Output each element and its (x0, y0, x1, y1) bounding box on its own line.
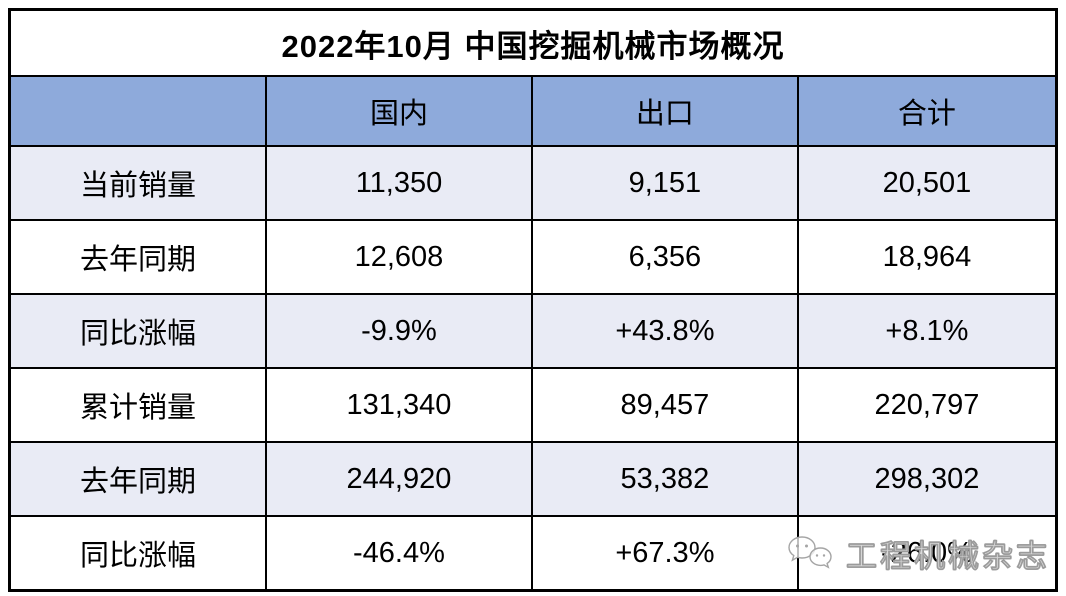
cell-value: -9.9% (265, 293, 533, 369)
title-row: 2022年10月 中国挖掘机械市场概况 (8, 8, 1058, 77)
cell-value: 89,457 (530, 367, 799, 443)
row-label: 同比涨幅 (8, 515, 267, 592)
column-header-export: 出口 (530, 75, 799, 147)
table-row-cumulative-yoy-change: 同比涨幅 -46.4% +67.3% -26.0% (8, 515, 1058, 592)
cell-value: 18,964 (796, 219, 1058, 295)
market-overview-table: 2022年10月 中国挖掘机械市场概况 国内 出口 合计 当前销量 11,350… (8, 8, 1058, 592)
row-label: 累计销量 (8, 367, 267, 443)
cell-value: -46.4% (265, 515, 533, 592)
cell-value: 53,382 (530, 441, 799, 517)
row-label: 同比涨幅 (8, 293, 267, 369)
table-row-current-sales: 当前销量 11,350 9,151 20,501 (8, 145, 1058, 221)
cell-value: +43.8% (530, 293, 799, 369)
table-row-yoy-change: 同比涨幅 -9.9% +43.8% +8.1% (8, 293, 1058, 369)
cell-value: +8.1% (796, 293, 1058, 369)
cell-value: 6,356 (530, 219, 799, 295)
cell-value: 131,340 (265, 367, 533, 443)
cell-value: -26.0% (796, 515, 1058, 592)
cell-value: 11,350 (265, 145, 533, 221)
table-title: 2022年10月 中国挖掘机械市场概况 (8, 8, 1058, 77)
table-row-last-year-same-period: 去年同期 12,608 6,356 18,964 (8, 219, 1058, 295)
column-header-domestic: 国内 (265, 75, 533, 147)
table-row-last-year-cumulative: 去年同期 244,920 53,382 298,302 (8, 441, 1058, 517)
row-label: 当前销量 (8, 145, 267, 221)
cell-value: 12,608 (265, 219, 533, 295)
row-label: 去年同期 (8, 441, 267, 517)
cell-value: +67.3% (530, 515, 799, 592)
column-header-row: 国内 出口 合计 (8, 75, 1058, 147)
cell-value: 9,151 (530, 145, 799, 221)
row-label: 去年同期 (8, 219, 267, 295)
cell-value: 244,920 (265, 441, 533, 517)
cell-value: 20,501 (796, 145, 1058, 221)
table-row-cumulative-sales: 累计销量 131,340 89,457 220,797 (8, 367, 1058, 443)
column-header-total: 合计 (796, 75, 1058, 147)
cell-value: 298,302 (796, 441, 1058, 517)
column-header-blank (8, 75, 267, 147)
cell-value: 220,797 (796, 367, 1058, 443)
